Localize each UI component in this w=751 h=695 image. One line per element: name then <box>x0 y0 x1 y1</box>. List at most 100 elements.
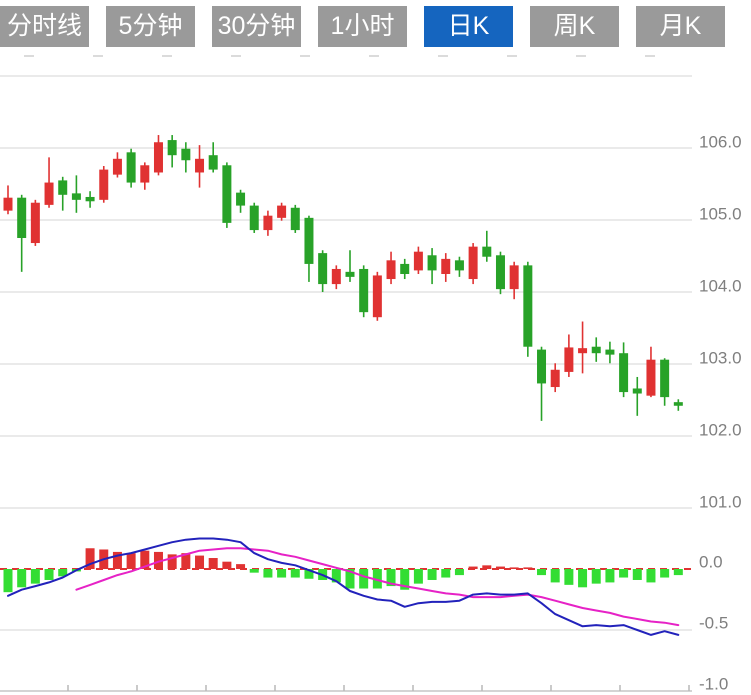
candle-body-up <box>112 158 122 175</box>
candle-body-down <box>591 346 601 354</box>
tab-30min[interactable]: 30分钟 <box>212 6 301 47</box>
macd-histogram-bar <box>509 567 519 569</box>
candle-body-down <box>482 246 492 257</box>
macd-histogram-bar <box>359 569 369 589</box>
macd-histogram-bar <box>523 567 533 569</box>
tab-minute-line[interactable]: 分时线 <box>0 6 89 47</box>
macd-histogram-bar <box>3 569 13 593</box>
macd-axis-label: 0.0 <box>699 552 723 571</box>
candle-body-up <box>509 265 519 290</box>
candle-body-down <box>304 217 314 264</box>
candle-body-down <box>58 180 68 195</box>
tab-5min[interactable]: 5分钟 <box>106 6 195 47</box>
price-axis-label: 102.0 <box>699 420 742 439</box>
candle-body-down <box>167 140 177 156</box>
macd-histogram-bar <box>619 569 629 578</box>
macd-histogram-bar <box>181 553 191 569</box>
macd-axis-label: -1.0 <box>699 674 728 693</box>
macd-histogram-bar <box>195 555 205 569</box>
candle-body-up <box>578 348 588 354</box>
tab-monthly-k[interactable]: 月K <box>636 6 725 47</box>
macd-histogram-bar <box>605 569 615 583</box>
candle-body-up <box>44 182 54 205</box>
candle-body-up <box>195 158 205 173</box>
macd-axis-label: -0.5 <box>699 613 728 632</box>
price-axis-label: 104.0 <box>699 276 742 295</box>
candle-body-up <box>646 359 656 396</box>
candle-body-down <box>632 388 642 394</box>
candle-body-up <box>99 169 109 200</box>
macd-histogram-bar <box>372 569 382 589</box>
tab-daily-k[interactable]: 日K <box>424 6 513 47</box>
candle-body-up <box>331 268 341 285</box>
macd-histogram-bar <box>290 569 300 578</box>
candle-body-down <box>181 148 191 161</box>
candle-body-up <box>468 246 478 280</box>
candle-body-down <box>290 207 300 231</box>
macd-histogram-bar <box>208 558 218 569</box>
macd-histogram-bar <box>441 569 451 578</box>
tab-1hour[interactable]: 1小时 <box>318 6 407 47</box>
candle-body-up <box>3 197 13 211</box>
dea-line <box>75 547 680 627</box>
candle-body-down <box>427 255 437 271</box>
macd-histogram-bar <box>58 569 68 577</box>
candle-body-up <box>372 275 382 318</box>
macd-histogram-bar <box>345 569 355 589</box>
macd-histogram-bar <box>331 569 341 583</box>
candle-body-up <box>140 165 150 183</box>
tab-weekly-k[interactable]: 周K <box>530 6 619 47</box>
price-axis-label: 106.0 <box>699 132 742 151</box>
macd-histogram-bar <box>386 569 396 587</box>
candle-body-up <box>153 142 163 173</box>
macd-histogram-bar <box>140 550 150 569</box>
macd-histogram-bar <box>17 569 27 588</box>
candle-body-down <box>523 265 533 347</box>
macd-histogram-bar <box>673 569 683 576</box>
macd-histogram-bar <box>413 569 423 584</box>
macd-histogram-bar <box>550 569 560 583</box>
macd-histogram-bar <box>646 569 656 583</box>
candle-body-up <box>413 251 423 271</box>
price-axis-label: 101.0 <box>699 492 742 511</box>
macd-histogram-bar <box>564 569 574 585</box>
candle-body-down <box>208 155 218 170</box>
macd-histogram-bar <box>591 569 601 584</box>
macd-histogram-bar <box>400 569 410 590</box>
macd-histogram-bar <box>468 566 478 569</box>
macd-histogram-bar <box>30 569 40 584</box>
candle-body-up <box>386 260 396 280</box>
macd-histogram-bar <box>578 569 588 588</box>
dif-line <box>7 537 680 636</box>
macd-histogram-bar <box>660 569 670 578</box>
candle-body-down <box>126 152 136 183</box>
macd-histogram-bar <box>44 569 54 580</box>
candle-body-down <box>400 263 410 274</box>
candle-body-down <box>249 205 259 231</box>
macd-histogram-bar <box>277 569 287 578</box>
candle-body-down <box>537 349 547 384</box>
macd-histogram-bar <box>126 553 136 569</box>
candle-body-down <box>359 268 369 313</box>
candle-body-down <box>345 271 355 277</box>
macd-histogram-bar <box>427 569 437 580</box>
candle-body-down <box>17 197 27 238</box>
macd-histogram-bar <box>112 551 122 569</box>
price-axis-label: 103.0 <box>699 348 742 367</box>
macd-histogram-bar <box>153 551 163 569</box>
candle-body-down <box>605 349 615 355</box>
candle-body-down <box>454 260 464 271</box>
macd-histogram-bar <box>236 564 246 569</box>
macd-histogram-bar <box>249 569 259 573</box>
macd-histogram-bar <box>632 569 642 580</box>
candle-body-up <box>441 258 451 274</box>
candle-body-down <box>222 165 232 223</box>
candle-body-down <box>85 196 95 202</box>
candle-body-down <box>495 255 505 290</box>
price-axis-label: 105.0 <box>699 204 742 223</box>
macd-histogram-bar <box>537 569 547 576</box>
candle-body-up <box>263 215 273 231</box>
candle-body-down <box>673 402 683 406</box>
